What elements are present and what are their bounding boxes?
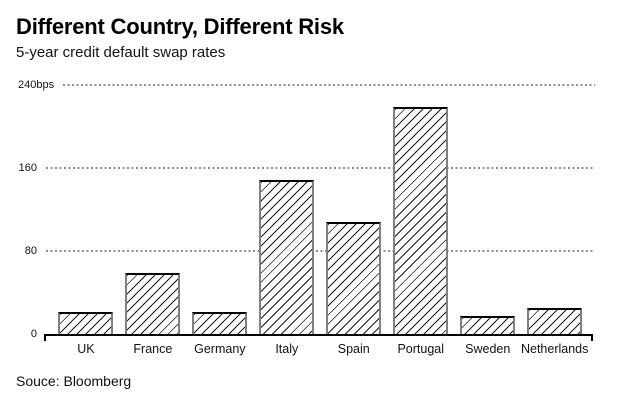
gridline-row-80: 80 — [18, 244, 595, 258]
x-axis-label-france: France — [133, 342, 173, 356]
bar-germany — [192, 311, 248, 334]
y-axis-tick-label-80: 80 — [24, 245, 37, 258]
x-axis-label-uk: UK — [77, 342, 95, 356]
x-axis-label-italy: Italy — [275, 342, 299, 356]
x-axis-end-tick-left — [44, 335, 46, 341]
x-axis-label-portugal: Portugal — [397, 342, 445, 356]
bar-italy — [259, 179, 315, 334]
x-axis-label-netherlands: Netherlands — [520, 342, 589, 356]
bar-france — [125, 273, 181, 334]
x-axis-label-sweden: Sweden — [465, 342, 511, 356]
bar-portugal — [393, 106, 449, 334]
y-axis-tick-label-240: 240bps — [18, 79, 55, 91]
gridline-dotted — [46, 167, 595, 170]
x-axis-label-germany: Germany — [194, 342, 246, 356]
bar-spain — [326, 222, 382, 334]
chart-subtitle: 5-year credit default swap rates — [16, 44, 226, 61]
x-axis-line — [44, 333, 593, 336]
source-note: Souce: Bloomberg — [16, 373, 132, 389]
x-axis-label-spain: Spain — [337, 342, 370, 356]
gridline-row-240: 240bps — [18, 78, 595, 92]
gridline-dotted — [46, 250, 595, 253]
bar-sweden — [460, 315, 516, 334]
bar-uk — [58, 311, 114, 334]
chart-title: Different Country, Different Risk — [16, 14, 344, 39]
gridline-dotted — [63, 84, 595, 86]
bar-netherlands — [527, 307, 583, 334]
x-axis-end-tick-right — [591, 335, 593, 341]
y-axis-tick-label-0: 0 — [30, 327, 37, 340]
y-axis-tick-label-160: 160 — [18, 162, 37, 175]
gridline-row-160: 160 — [18, 161, 595, 175]
